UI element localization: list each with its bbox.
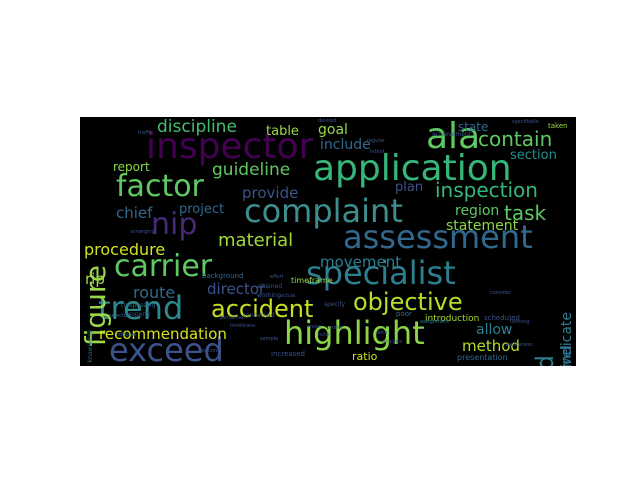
cloud-word: guideline [212, 160, 291, 180]
cloud-word: trespassing [121, 302, 156, 309]
cloud-word: accident [211, 295, 314, 323]
cloud-word: desired [318, 118, 337, 124]
cloud-word: rip [85, 270, 105, 288]
cloud-word: attained [257, 283, 283, 290]
cloud-word: analysis [382, 339, 403, 345]
cloud-word: plan [395, 180, 424, 195]
cloud-word: recommendation [99, 325, 227, 343]
cloud-word: assessment [343, 218, 533, 256]
word-cloud-panel: application inspector ala complaint assessme… [80, 117, 576, 366]
cloud-word: include [320, 137, 371, 153]
cloud-word: section [510, 148, 557, 163]
cloud-word: forming [510, 319, 530, 325]
cloud-word: objective [353, 288, 463, 316]
cloud-word: notional [116, 332, 137, 338]
cloud-word: working [257, 292, 281, 299]
cloud-word: traffic [138, 130, 153, 136]
cloud-word: application [313, 148, 512, 189]
cloud-word: contain [478, 127, 553, 151]
cloud-word: provide [242, 184, 299, 202]
cloud-word: specialist [306, 254, 456, 292]
cloud-word: concerned [243, 312, 275, 319]
cloud-word: inspector [146, 126, 314, 167]
cloud-word: property [125, 311, 151, 318]
cloud-word: regular [367, 138, 385, 144]
cloud-word: material [218, 230, 294, 251]
cloud-word: timeframe [291, 276, 333, 285]
cloud-word: effort [270, 274, 284, 280]
cloud-word: goal [318, 122, 348, 138]
cloud-word: personnel [220, 315, 245, 321]
cloud-word: background [202, 272, 244, 280]
cloud-word: task [504, 201, 547, 225]
cloud-word: discipline [157, 117, 237, 137]
cloud-word: carrier [114, 249, 213, 284]
cloud-word: taken [548, 122, 568, 130]
cloud-word: factor [116, 169, 204, 204]
cloud-word: director [207, 280, 266, 298]
cloud-word: table [266, 124, 299, 139]
cloud-word: sample [260, 336, 279, 342]
cloud-word: railroad [531, 355, 559, 366]
cloud-word: trend [98, 289, 184, 327]
cloud-word: data [376, 330, 388, 336]
cloud-word: project [179, 202, 225, 217]
cloud-word: profile [327, 325, 343, 331]
cloud-word: highlight [284, 314, 425, 352]
cloud-word: chief [116, 204, 153, 222]
cloud-word: emerging [131, 229, 155, 235]
cloud-word: achievement [432, 131, 472, 138]
cloud-word: actual [280, 293, 296, 299]
cloud-word: knowledge [87, 330, 94, 363]
cloud-word: presentation [457, 353, 508, 362]
cloud-word: region [455, 203, 500, 219]
cloud-word: complaint [244, 192, 403, 230]
cloud-word: state [458, 120, 489, 134]
cloud-word: assignment [420, 319, 450, 325]
cloud-word: exceed [109, 331, 224, 366]
cloud-word: nip [151, 207, 198, 242]
cloud-word: procedure [84, 240, 166, 259]
cloud-word: ala [426, 117, 481, 157]
cloud-word: resource [200, 348, 222, 354]
cloud-word: inspection [435, 178, 538, 202]
cloud-word: route [133, 283, 176, 302]
cloud-word: allow [476, 322, 513, 338]
cloud-word: selection [109, 313, 132, 319]
cloud-word: report [113, 160, 150, 174]
cloud-word: increased [271, 350, 305, 358]
cloud-word: movement [320, 253, 402, 271]
cloud-word: method [462, 337, 520, 355]
cloud-word: intent [370, 149, 385, 155]
cloud-word: ratio [352, 350, 378, 363]
cloud-word: more [308, 324, 321, 330]
cloud-word: poor [396, 310, 412, 318]
cloud-word: indicate [559, 312, 575, 366]
cloud-word: consider [490, 290, 512, 296]
cloud-word: awareness [506, 342, 533, 348]
cloud-word: note [318, 332, 330, 338]
cloud-word: timeliness [230, 323, 256, 329]
cloud-word: statement [446, 218, 519, 234]
cloud-word: scheduled [484, 314, 520, 322]
cloud-word: specifiable [512, 119, 539, 125]
cloud-word: introduction [425, 314, 480, 324]
cloud-word: specify [324, 301, 346, 308]
